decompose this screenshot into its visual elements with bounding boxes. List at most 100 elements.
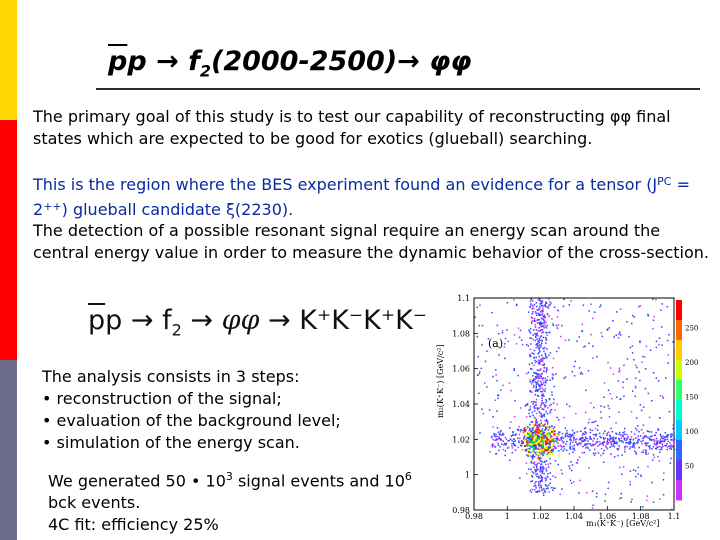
scatter-point: [586, 446, 588, 448]
scatter-point: [534, 339, 537, 342]
scatter-point: [648, 416, 651, 419]
scatter-point: [534, 464, 537, 466]
scatter-point: [543, 364, 545, 366]
scatter-point: [581, 330, 584, 332]
scatter-point: [544, 429, 546, 431]
scatter-point: [652, 438, 655, 441]
scatter-point: [649, 435, 652, 438]
scatter-point: [534, 417, 537, 420]
scatter-point: [612, 438, 615, 440]
scatter-point: [627, 435, 630, 438]
scatter-point: [550, 435, 553, 438]
scatter-point: [645, 449, 647, 451]
scatter-point: [570, 469, 573, 472]
scatter-point: [538, 483, 540, 485]
scatter-point: [487, 338, 490, 340]
scatter-point: [545, 381, 547, 384]
scatter-point: [539, 313, 542, 316]
scatter-point: [477, 355, 479, 358]
scatter-point: [553, 426, 556, 428]
scatter-point: [618, 497, 621, 500]
scatter-point: [530, 480, 532, 483]
scatter-point: [673, 430, 675, 432]
scatter-point: [498, 449, 500, 452]
scatter-point: [634, 469, 637, 472]
scatter-point: [620, 497, 623, 499]
scatter-point: [550, 451, 553, 454]
scatter-point: [504, 337, 507, 340]
reaction-p: p: [105, 305, 123, 336]
scatter-point: [539, 388, 541, 390]
scatter-point: [537, 481, 540, 483]
scatter-point: [536, 372, 539, 375]
scatter-point: [528, 431, 531, 434]
scatter-point: [510, 435, 513, 437]
scatter-point: [536, 369, 539, 371]
scatter-point: [557, 463, 560, 466]
scatter-point: [530, 439, 533, 442]
scatter-point: [581, 437, 584, 440]
scatter-point: [541, 301, 544, 303]
scatter-point: [630, 501, 632, 503]
scatter-point: [518, 433, 521, 436]
scatter-point: [543, 319, 546, 322]
scatter-point: [540, 457, 542, 460]
scatter-point: [549, 457, 551, 460]
scatter-point: [546, 331, 548, 334]
scatter-point: [626, 433, 628, 436]
scatter-point: [634, 387, 637, 389]
colorbar-segment: [676, 440, 682, 461]
scatter-point: [616, 448, 618, 450]
scatter-point: [544, 483, 547, 486]
scatter-point: [546, 420, 549, 423]
scatter-point: [618, 431, 621, 434]
scatter-point: [535, 422, 537, 424]
scatter-point: [592, 444, 594, 447]
scatter-point: [538, 476, 541, 479]
scatter-point: [556, 316, 559, 318]
scatter-point: [531, 319, 534, 322]
scatter-point: [535, 470, 538, 472]
scatter-point: [531, 427, 534, 430]
scatter-point: [638, 439, 640, 441]
scatter-point: [549, 438, 552, 441]
scatter-point: [652, 319, 655, 322]
scatter-point: [541, 354, 543, 357]
scatter-point: [541, 471, 544, 473]
scatter-point: [609, 435, 612, 438]
scatter-point: [619, 334, 622, 336]
scatter-point: [546, 424, 549, 427]
scatter-point: [481, 324, 484, 327]
scatter-point: [493, 432, 495, 435]
scatter-point: [544, 447, 547, 450]
scatter-point: [492, 426, 494, 428]
scatter-point: [588, 467, 590, 469]
scatter-point: [612, 373, 615, 376]
scatter-point: [536, 409, 539, 411]
scatter-point: [555, 350, 558, 353]
scatter-point: [597, 452, 600, 454]
scatter-point: [533, 353, 535, 355]
scatter-point: [541, 397, 543, 399]
scatter-point: [531, 445, 534, 448]
scatter-point: [540, 403, 543, 405]
scatter-point: [666, 339, 669, 342]
scatter-point: [654, 443, 657, 446]
scatter-point: [553, 487, 555, 489]
scatter-point: [520, 440, 523, 442]
scatter-point: [494, 439, 496, 442]
scatter-point: [644, 356, 646, 358]
scatter-point: [624, 445, 627, 448]
scatter-point: [530, 421, 533, 423]
scatter-point: [536, 390, 539, 393]
scatter-point: [541, 466, 543, 469]
scatter-point: [533, 371, 535, 374]
scatter-point: [495, 452, 498, 455]
scatter-point: [541, 383, 544, 386]
scatter-point: [613, 442, 615, 445]
x-tick-label: 1.06: [598, 512, 616, 521]
title-range: (2000-2500): [210, 46, 398, 77]
scatter-point: [533, 320, 536, 323]
colorbar-tick-label: 200: [685, 359, 698, 367]
scatter-point: [539, 350, 541, 353]
